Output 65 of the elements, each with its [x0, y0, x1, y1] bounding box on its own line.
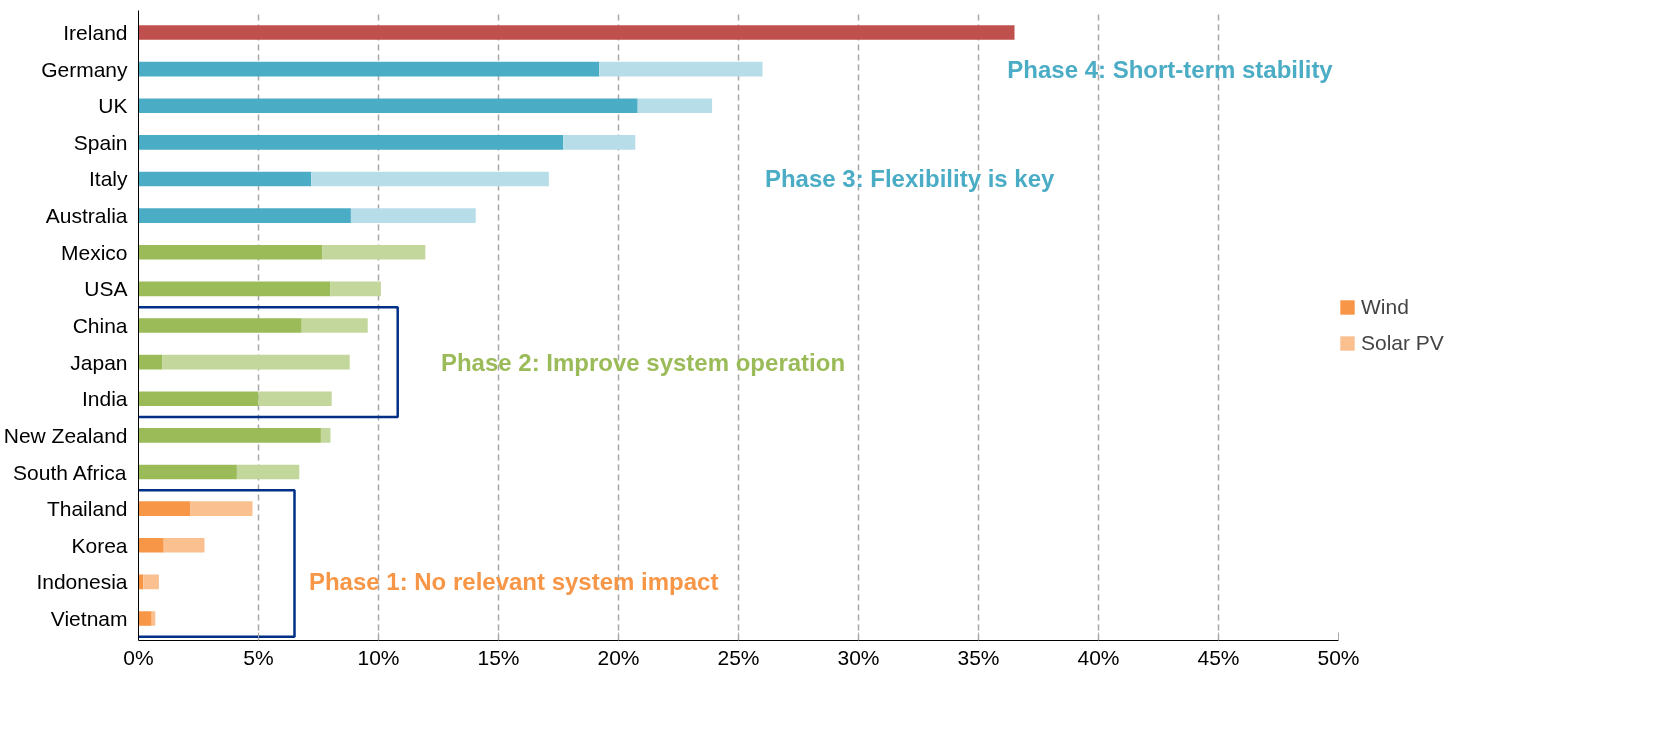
bar	[637, 98, 713, 114]
x-tick-label: 15%	[477, 645, 520, 669]
x-tick-label: 10%	[357, 645, 400, 669]
bar	[138, 391, 259, 407]
bar	[138, 464, 237, 480]
x-tick-label: 45%	[1197, 645, 1240, 669]
x-tick-label: 20%	[597, 645, 640, 669]
bar	[138, 318, 302, 333]
y-tick-label: Mexico	[60, 240, 128, 264]
x-tick-label: 30%	[837, 645, 880, 669]
bar	[301, 318, 368, 333]
bar	[258, 391, 332, 407]
bar	[322, 244, 426, 260]
y-tick-label: USA	[84, 277, 128, 301]
bar	[330, 281, 381, 297]
bar	[138, 428, 321, 443]
bar	[138, 208, 351, 223]
y-tick-label: South Africa	[13, 460, 127, 484]
bar	[163, 537, 205, 553]
bar	[162, 354, 350, 370]
bar	[599, 61, 763, 77]
bar	[236, 464, 300, 480]
legend-label: Solar PV	[1361, 331, 1444, 355]
y-tick-label: Thailand	[46, 497, 128, 521]
x-tick-label: 40%	[1077, 645, 1120, 669]
y-tick-label: Italy	[88, 167, 128, 191]
x-tick-label: 25%	[717, 645, 760, 669]
bar	[190, 501, 253, 516]
y-tick-label: Spain	[73, 130, 128, 154]
annotation: Phase 4: Short-term stability	[1007, 55, 1334, 83]
bar	[138, 244, 323, 260]
bar	[311, 171, 549, 187]
bar	[138, 61, 600, 77]
x-tick-label: 5%	[243, 645, 274, 669]
bar	[138, 98, 638, 114]
annotation: Phase 2: Improve system operation	[440, 348, 846, 376]
y-tick-label: New Zealand	[3, 423, 128, 447]
bar	[350, 208, 476, 223]
bar	[138, 501, 191, 516]
bar	[138, 537, 164, 553]
y-tick-label: Japan	[70, 350, 128, 374]
bar	[138, 171, 312, 187]
annotation: Phase 3: Flexibility is key	[764, 165, 1056, 193]
x-tick-label: 35%	[957, 645, 1000, 669]
bar	[320, 428, 331, 443]
bar	[138, 135, 564, 150]
y-tick-label: China	[72, 314, 128, 337]
bar	[138, 25, 1015, 40]
bar	[143, 574, 159, 590]
bar	[138, 354, 163, 370]
y-tick-label: UK	[98, 94, 128, 118]
x-tick-label: 0%	[123, 645, 154, 669]
x-tick-label: 50%	[1317, 645, 1360, 669]
annotation: Phase 1: No relevant system impact	[308, 568, 719, 596]
bar	[138, 281, 331, 297]
y-tick-label: Indonesia	[36, 570, 128, 594]
y-tick-label: Korea	[71, 533, 128, 557]
y-tick-label: Australia	[45, 204, 128, 228]
legend-label: Wind	[1361, 295, 1409, 319]
y-tick-label: India	[81, 387, 128, 411]
bar	[563, 135, 636, 150]
y-tick-label: Ireland	[63, 20, 128, 44]
y-tick-label: Germany	[41, 57, 128, 81]
y-tick-label: Vietnam	[50, 607, 128, 631]
bar	[138, 611, 152, 626]
